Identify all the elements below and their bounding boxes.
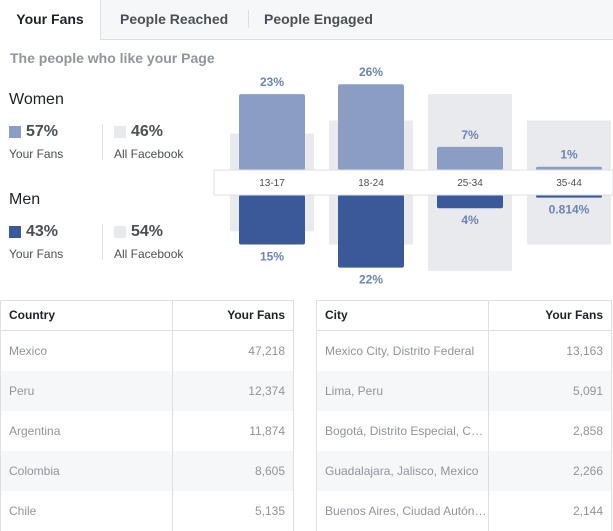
country-name: Mexico [9,344,48,358]
country-fans: 12,374 [172,371,293,411]
women-bar-label: 1% [560,148,578,162]
men-all-swatch [114,226,126,238]
city-table-body: Mexico City, Distrito Federal 13,163 Lima… [317,331,611,531]
table-row: Argentina 11,874 [1,411,293,451]
country-fans-column-header[interactable]: Your Fans [172,301,293,330]
women-all-label: All Facebook [114,147,184,161]
tab-your-fans[interactable]: Your Fans [0,0,101,40]
all-facebook-women-bar [527,120,611,170]
country-name: Chile [9,504,37,518]
men-bar [338,195,404,268]
women-bar-label: 7% [461,128,479,142]
city-fans: 2,144 [488,491,611,531]
city-table: City Your Fans Mexico City, Distrito Fed… [316,300,612,531]
age-tick-label: 18-24 [358,178,384,189]
women-bar [338,84,404,170]
men-bar-label: 15% [260,250,284,264]
country-table-header: Country Your Fans [1,301,293,331]
all-facebook-men-bar [527,195,611,245]
city-name: Lima, Peru [325,384,384,398]
men-bar-label: 22% [359,273,383,287]
women-all-swatch [114,126,126,138]
country-name: Argentina [9,424,61,438]
country-fans: 11,874 [172,411,293,451]
city-name: Buenos Aires, Ciudad Autónoma de Buenos … [325,504,488,518]
city-name: Guadalajara, Jalisco, Mexico [325,464,479,478]
table-row: Peru 12,374 [1,371,293,411]
men-fans-swatch [9,226,21,238]
women-bar [536,166,602,170]
table-row: Mexico 47,218 [1,331,293,371]
city-fans: 5,091 [488,371,611,411]
table-row: Mexico City, Distrito Federal 13,163 [317,331,611,371]
women-fans-swatch [9,126,21,138]
tab-bar: Your Fans People Reached People Engaged [0,0,613,40]
women-title: Women [9,91,64,108]
city-fans: 2,858 [488,411,611,451]
tab-people-engaged[interactable]: People Engaged [264,11,373,27]
country-name: Peru [9,384,35,398]
women-bar-label: 23% [260,75,284,89]
country-fans: 8,605 [172,451,293,491]
men-bar [239,195,305,245]
country-name: Colombia [9,464,60,478]
table-row: Guadalajara, Jalisco, Mexico 2,266 [317,451,611,491]
men-title: Men [9,191,41,208]
country-table: Country Your Fans Mexico 47,218 Peru 12,37… [0,300,294,531]
table-row: Lima, Peru 5,091 [317,371,611,411]
city-fans: 13,163 [488,331,611,371]
country-table-body: Mexico 47,218 Peru 12,374 Argentina 11,874 … [1,331,293,531]
women-all-pct: 46% [131,123,164,140]
city-column-header[interactable]: City [325,308,348,322]
men-bar-label: 4% [461,213,479,227]
page-subtitle: The people who like your Page [10,50,215,66]
women-bar [239,94,305,170]
table-row: Chile 5,135 [1,491,293,531]
men-your-fans-stat: 43% Your Fans [9,223,63,261]
women-bar [437,146,503,170]
women-all-facebook-stat: 46% All Facebook [114,123,183,161]
city-name: Mexico City, Distrito Federal [325,344,475,358]
men-all-pct: 54% [131,223,164,240]
age-tick-label: 25-34 [457,178,483,189]
age-tick-label: 35-44 [556,178,582,189]
men-all-label: All Facebook [114,247,184,261]
men-all-facebook-stat: 54% All Facebook [114,223,183,261]
city-table-header: City Your Fans [317,301,611,331]
age-axis-band [213,169,613,196]
table-row: Bogotá, Distrito Especial, Colombia2,858 [317,411,611,451]
women-fans-label: Your Fans [9,147,64,161]
men-bar-label: 0.814% [549,203,590,217]
tab-divider [248,10,249,28]
men-bar [536,195,602,198]
women-your-fans-stat: 57% Your Fans [9,123,63,161]
table-row: Colombia 8,605 [1,451,293,491]
women-bar-label: 26% [359,65,383,79]
city-fans-column-header[interactable]: Your Fans [488,301,611,330]
age-gender-chart: 23% 15% 26% 22% 7% 4% 1% 0.814% 13-17 18-24 25-34 3… [213,65,613,287]
age-tick-label: 13-17 [259,178,285,189]
country-fans: 47,218 [172,331,293,371]
men-divider [102,224,103,260]
country-column-header[interactable]: Country [9,308,55,322]
country-fans: 5,135 [172,491,293,531]
tab-people-reached[interactable]: People Reached [120,11,229,27]
city-name: Bogotá, Distrito Especial, Colombia [325,424,488,438]
city-fans: 2,266 [488,451,611,491]
table-row: Buenos Aires, Ciudad Autónoma de Buenos … [317,491,611,531]
men-bar [437,195,503,209]
men-fans-pct: 43% [26,223,59,240]
women-divider [102,124,103,160]
women-fans-pct: 57% [26,123,59,140]
men-fans-label: Your Fans [9,247,64,261]
